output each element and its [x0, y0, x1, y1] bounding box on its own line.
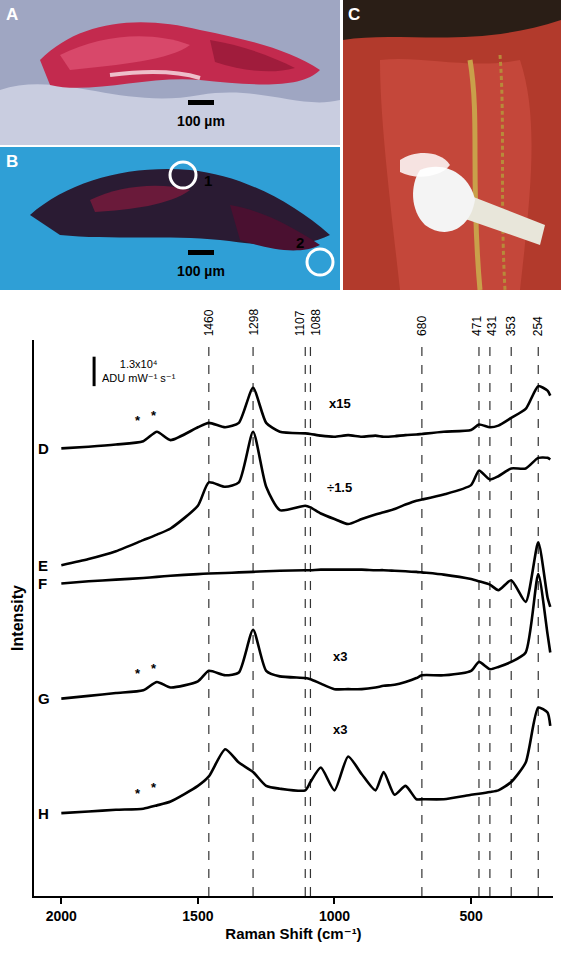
svg-text:*: * — [135, 666, 141, 681]
svg-text:H: H — [38, 805, 49, 822]
svg-text:F: F — [38, 575, 47, 592]
svg-text:353: 353 — [504, 316, 518, 336]
svg-text:Intensity: Intensity — [9, 585, 26, 651]
svg-text:*: * — [135, 413, 141, 428]
svg-text:431: 431 — [485, 316, 499, 336]
svg-text:254: 254 — [531, 316, 545, 336]
svg-text:B: B — [6, 152, 18, 171]
svg-text:1500: 1500 — [182, 908, 213, 924]
svg-text:E: E — [38, 557, 48, 574]
svg-text:1088: 1088 — [309, 309, 323, 336]
svg-text:x3: x3 — [333, 722, 347, 737]
svg-text:*: * — [151, 780, 157, 795]
svg-text:*: * — [151, 408, 157, 423]
svg-text:500: 500 — [459, 908, 483, 924]
svg-text:x3: x3 — [333, 649, 347, 664]
svg-text:471: 471 — [470, 316, 484, 336]
svg-text:1.3x10⁴ADU mW⁻¹ s⁻¹: 1.3x10⁴ADU mW⁻¹ s⁻¹ — [102, 358, 176, 384]
svg-text:1107: 1107 — [293, 310, 307, 336]
svg-text:2000: 2000 — [46, 908, 77, 924]
svg-text:C: C — [348, 5, 360, 24]
svg-text:1298: 1298 — [247, 309, 261, 336]
svg-text:A: A — [6, 5, 18, 24]
svg-text:100 µm: 100 µm — [177, 263, 225, 279]
svg-text:Raman Shift (cm⁻¹): Raman Shift (cm⁻¹) — [225, 925, 361, 942]
svg-text:D: D — [38, 440, 49, 457]
svg-text:1: 1 — [204, 172, 212, 189]
svg-text:1000: 1000 — [319, 908, 350, 924]
svg-text:÷1.5: ÷1.5 — [327, 480, 352, 495]
svg-text:100 µm: 100 µm — [177, 113, 225, 129]
svg-text:*: * — [151, 661, 157, 676]
svg-text:G: G — [38, 690, 50, 707]
svg-text:2: 2 — [296, 234, 304, 251]
svg-text:*: * — [135, 786, 141, 801]
svg-text:1460: 1460 — [202, 309, 216, 336]
svg-text:x15: x15 — [329, 396, 351, 411]
svg-text:680: 680 — [415, 316, 429, 336]
